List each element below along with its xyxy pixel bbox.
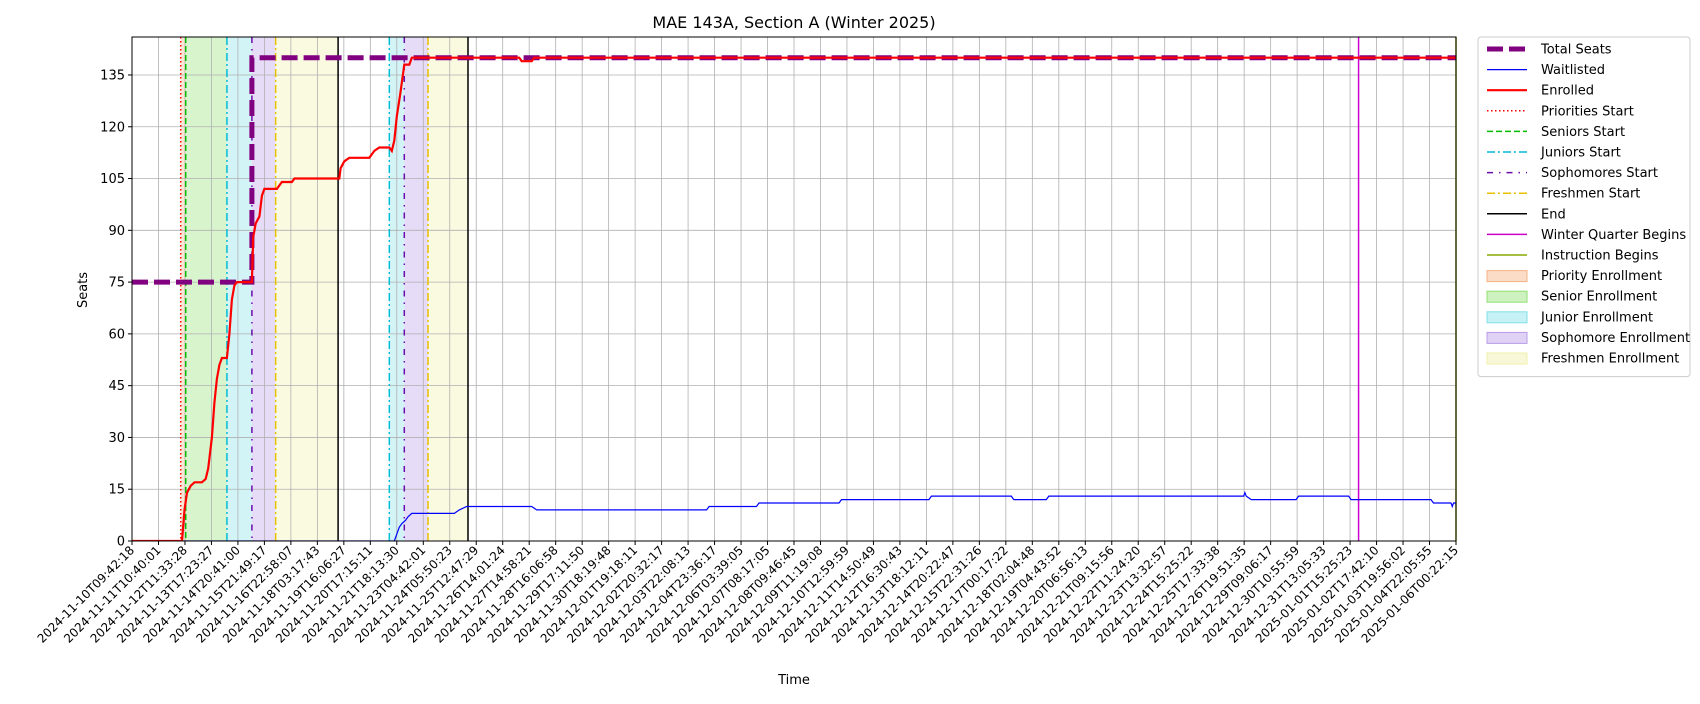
legend-label-seniors-start: Seniors Start [1541, 125, 1625, 140]
chart-title: MAE 143A, Section A (Winter 2025) [652, 13, 935, 32]
legend: Total Seats Waitlisted Enrolled Priorities … [1477, 36, 1691, 378]
legend-label-senior-enrollment: Senior Enrollment [1541, 290, 1657, 305]
legend-swatch-priority-enrollment [1486, 270, 1528, 283]
y-tick-label-6: 90 [108, 224, 125, 239]
legend-label-freshmen-start: Freshmen Start [1541, 187, 1640, 202]
legend-swatch-junior-enrollment [1486, 311, 1528, 324]
legend-box [1477, 36, 1691, 378]
shaded-regions [180, 37, 468, 541]
legend-label-priority-enrollment: Priority Enrollment [1541, 269, 1662, 284]
legend-label-sophomores-start: Sophomores Start [1541, 166, 1658, 181]
y-tick-label-0: 0 [117, 535, 125, 550]
legend-swatch-sophomore-enrollment [1486, 331, 1528, 344]
shade-senior-enrollment-0 [185, 37, 227, 541]
y-tick-label-2: 30 [108, 431, 125, 446]
shade-sophomore-enrollment-1 [404, 37, 429, 541]
legend-label-freshmen-enrollment: Freshmen Enrollment [1541, 352, 1679, 367]
shade-freshmen-enrollment-1 [428, 37, 468, 541]
legend-label-juniors-start: Juniors Start [1540, 146, 1621, 161]
x-axis-label: Time [777, 673, 810, 688]
legend-label-total-seats: Total Seats [1540, 43, 1612, 58]
shade-freshmen-enrollment-0 [275, 37, 339, 541]
y-tick-label-5: 75 [108, 276, 125, 291]
y-tick-label-1: 15 [108, 483, 125, 498]
legend-label-end: End [1541, 207, 1566, 222]
legend-swatch-freshmen-enrollment [1486, 352, 1528, 365]
legend-label-enrolled: Enrolled [1541, 84, 1594, 99]
y-axis-ticks: 0 15 30 45 60 75 90 105 120 135 [100, 68, 132, 550]
x-axis-ticks: 2024-11-10T09:42:182024-11-11T10:40:0120… [35, 541, 1461, 646]
y-axis-label: Seats [76, 272, 91, 308]
series-enrolled [132, 56, 1456, 541]
phase-lines [179, 37, 1457, 541]
y-tick-label-8: 120 [100, 120, 125, 135]
series-lines [132, 55, 1456, 541]
shade-priority-enrollment-0 [180, 37, 186, 541]
shade-sophomore-enrollment-0 [251, 37, 276, 541]
series-waitlisted [132, 490, 1456, 541]
y-tick-label-9: 135 [100, 68, 125, 83]
y-tick-label-7: 105 [100, 172, 125, 187]
shade-junior-enrollment-0 [226, 37, 252, 541]
legend-label-instruction-begins: Instruction Begins [1541, 249, 1659, 264]
legend-label-waitlisted: Waitlisted [1541, 63, 1605, 78]
y-tick-label-4: 60 [108, 327, 125, 342]
legend-swatch-senior-enrollment [1486, 290, 1528, 303]
legend-label-sophomore-enrollment: Sophomore Enrollment [1541, 331, 1690, 346]
legend-label-winter-quarter-begins: Winter Quarter Begins [1541, 228, 1686, 243]
y-tick-label-3: 45 [108, 379, 125, 394]
legend-label-junior-enrollment: Junior Enrollment [1540, 310, 1653, 325]
legend-label-priorities-start: Priorities Start [1541, 104, 1634, 119]
